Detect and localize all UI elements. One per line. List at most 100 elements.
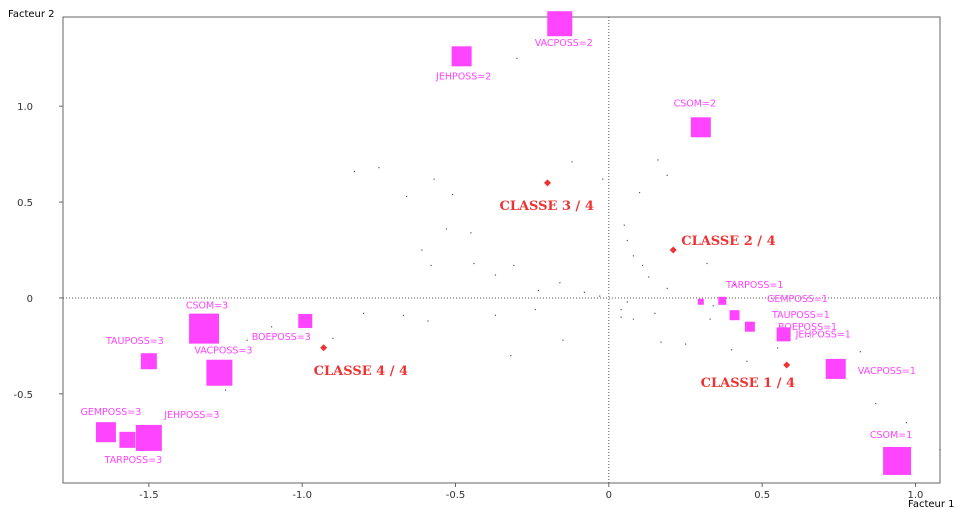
individual-point (402, 314, 405, 316)
modality-label: JEHPOSS=2 (435, 71, 491, 82)
y-tick-label: 0.5 (17, 198, 33, 209)
x-tick-label: 1.0 (908, 490, 924, 501)
modality-square (697, 298, 704, 305)
plot-area-frame (62, 16, 941, 484)
individual-point (875, 402, 877, 405)
individual-point (706, 262, 708, 265)
modality-label: JEHPOSS=3 (163, 410, 219, 421)
y-tick-label: 1.0 (17, 102, 33, 113)
individual-point (433, 178, 435, 180)
x-tick-label: 0.5 (754, 490, 770, 501)
y-tick-label: -0.5 (13, 390, 33, 401)
individual-point (666, 287, 668, 290)
individual-point (939, 448, 941, 451)
individual-point (430, 264, 432, 267)
individual-point (271, 326, 273, 328)
modality-square (744, 321, 755, 332)
individual-point (746, 360, 748, 362)
modality-square (547, 11, 573, 37)
modality-label: VACPOSS=1 (858, 366, 916, 377)
modality-square (206, 359, 233, 386)
y-tick-label: 0 (27, 294, 33, 305)
modality-label: JEHPOSS=1 (795, 329, 851, 340)
modality-label: VACPOSS=3 (194, 346, 252, 357)
individual-point (473, 262, 475, 265)
individual-point (494, 314, 497, 316)
modality-label: CSOM=2 (674, 98, 716, 109)
x-axis-ticks: -1.5 -1.0 -0.5 0 0.5 1.0 (139, 483, 923, 501)
individual-point (730, 349, 733, 351)
modality-label: TARPOSS=1 (725, 280, 783, 291)
individual-point (421, 249, 423, 251)
individual-point (445, 228, 448, 230)
x-axis-title: Facteur 1 (908, 499, 955, 510)
individual-point (451, 193, 454, 196)
class-centroid-marker (783, 361, 791, 369)
modality-square (140, 353, 157, 370)
individual-point (657, 159, 659, 161)
individual-point (626, 301, 628, 303)
modality-label: VACPOSS=2 (535, 38, 593, 49)
modality-square (776, 327, 791, 342)
individual-point (642, 264, 644, 267)
individual-point (405, 195, 408, 198)
individual-point (638, 191, 641, 194)
individual-point (632, 318, 635, 320)
y-axis-ticks: -0.5 0 0.5 1.0 (13, 102, 63, 401)
class-label: CLASSE 3 / 4 (499, 199, 593, 214)
modality-square (135, 424, 162, 451)
modality-square (729, 310, 740, 321)
individual-point (225, 389, 227, 391)
modality-label: BOEPOSS=3 (252, 332, 311, 343)
individual-point (660, 341, 662, 343)
individual-points (225, 57, 941, 451)
modality-square (825, 358, 846, 379)
class-centroid-marker (669, 246, 677, 254)
individual-point (516, 57, 518, 59)
modality-square (883, 446, 912, 475)
individual-point (571, 161, 573, 163)
class-centroid-marker (543, 179, 551, 187)
class-centroid-marker (320, 344, 328, 352)
individual-point (602, 178, 604, 180)
modality-square (189, 313, 220, 344)
modality-label: TAUPOSS=3 (105, 336, 164, 347)
modality-labels: VACPOSS=2 JEHPOSS=2 CSOM=2 TARPOSS=1 GEMPOSS… (81, 38, 916, 466)
x-tick-label: -1.5 (139, 490, 159, 501)
class-label: CLASSE 2 / 4 (681, 234, 775, 249)
modality-label: CSOM=3 (186, 301, 228, 312)
x-tick-label: -0.5 (446, 490, 466, 501)
individual-point (734, 284, 736, 286)
y-axis-title: Facteur 2 (8, 9, 55, 20)
individual-point (583, 291, 585, 293)
individual-point (620, 316, 622, 318)
individual-point (684, 343, 687, 345)
modality-square (690, 117, 711, 138)
individual-point (378, 167, 380, 169)
individual-point (807, 335, 809, 337)
modality-label: GEMPOSS=3 (81, 407, 142, 418)
modality-square (451, 46, 472, 67)
x-tick-label: -1.0 (292, 490, 312, 501)
individual-point (510, 354, 512, 357)
individual-point (712, 305, 714, 307)
modality-square (95, 422, 116, 443)
individual-point (470, 232, 472, 234)
individual-point (246, 339, 248, 341)
reference-lines (63, 17, 940, 483)
modality-square (119, 431, 136, 448)
individual-point (363, 312, 365, 314)
modality-label: CSOM=1 (870, 430, 912, 441)
individual-point (494, 274, 497, 276)
individual-point (620, 308, 622, 311)
individual-point (626, 239, 628, 242)
class-label: CLASSE 1 / 4 (701, 376, 795, 391)
individual-point (534, 308, 536, 311)
individual-point (353, 170, 356, 173)
individual-point (623, 224, 625, 226)
x-tick-label: 0 (606, 490, 612, 501)
individual-point (562, 339, 564, 341)
modality-square (298, 313, 313, 328)
individual-point (648, 276, 650, 278)
class-labels: CLASSE 1 / 4 CLASSE 2 / 4 CLASSE 3 / 4 CLAS… (314, 199, 795, 391)
